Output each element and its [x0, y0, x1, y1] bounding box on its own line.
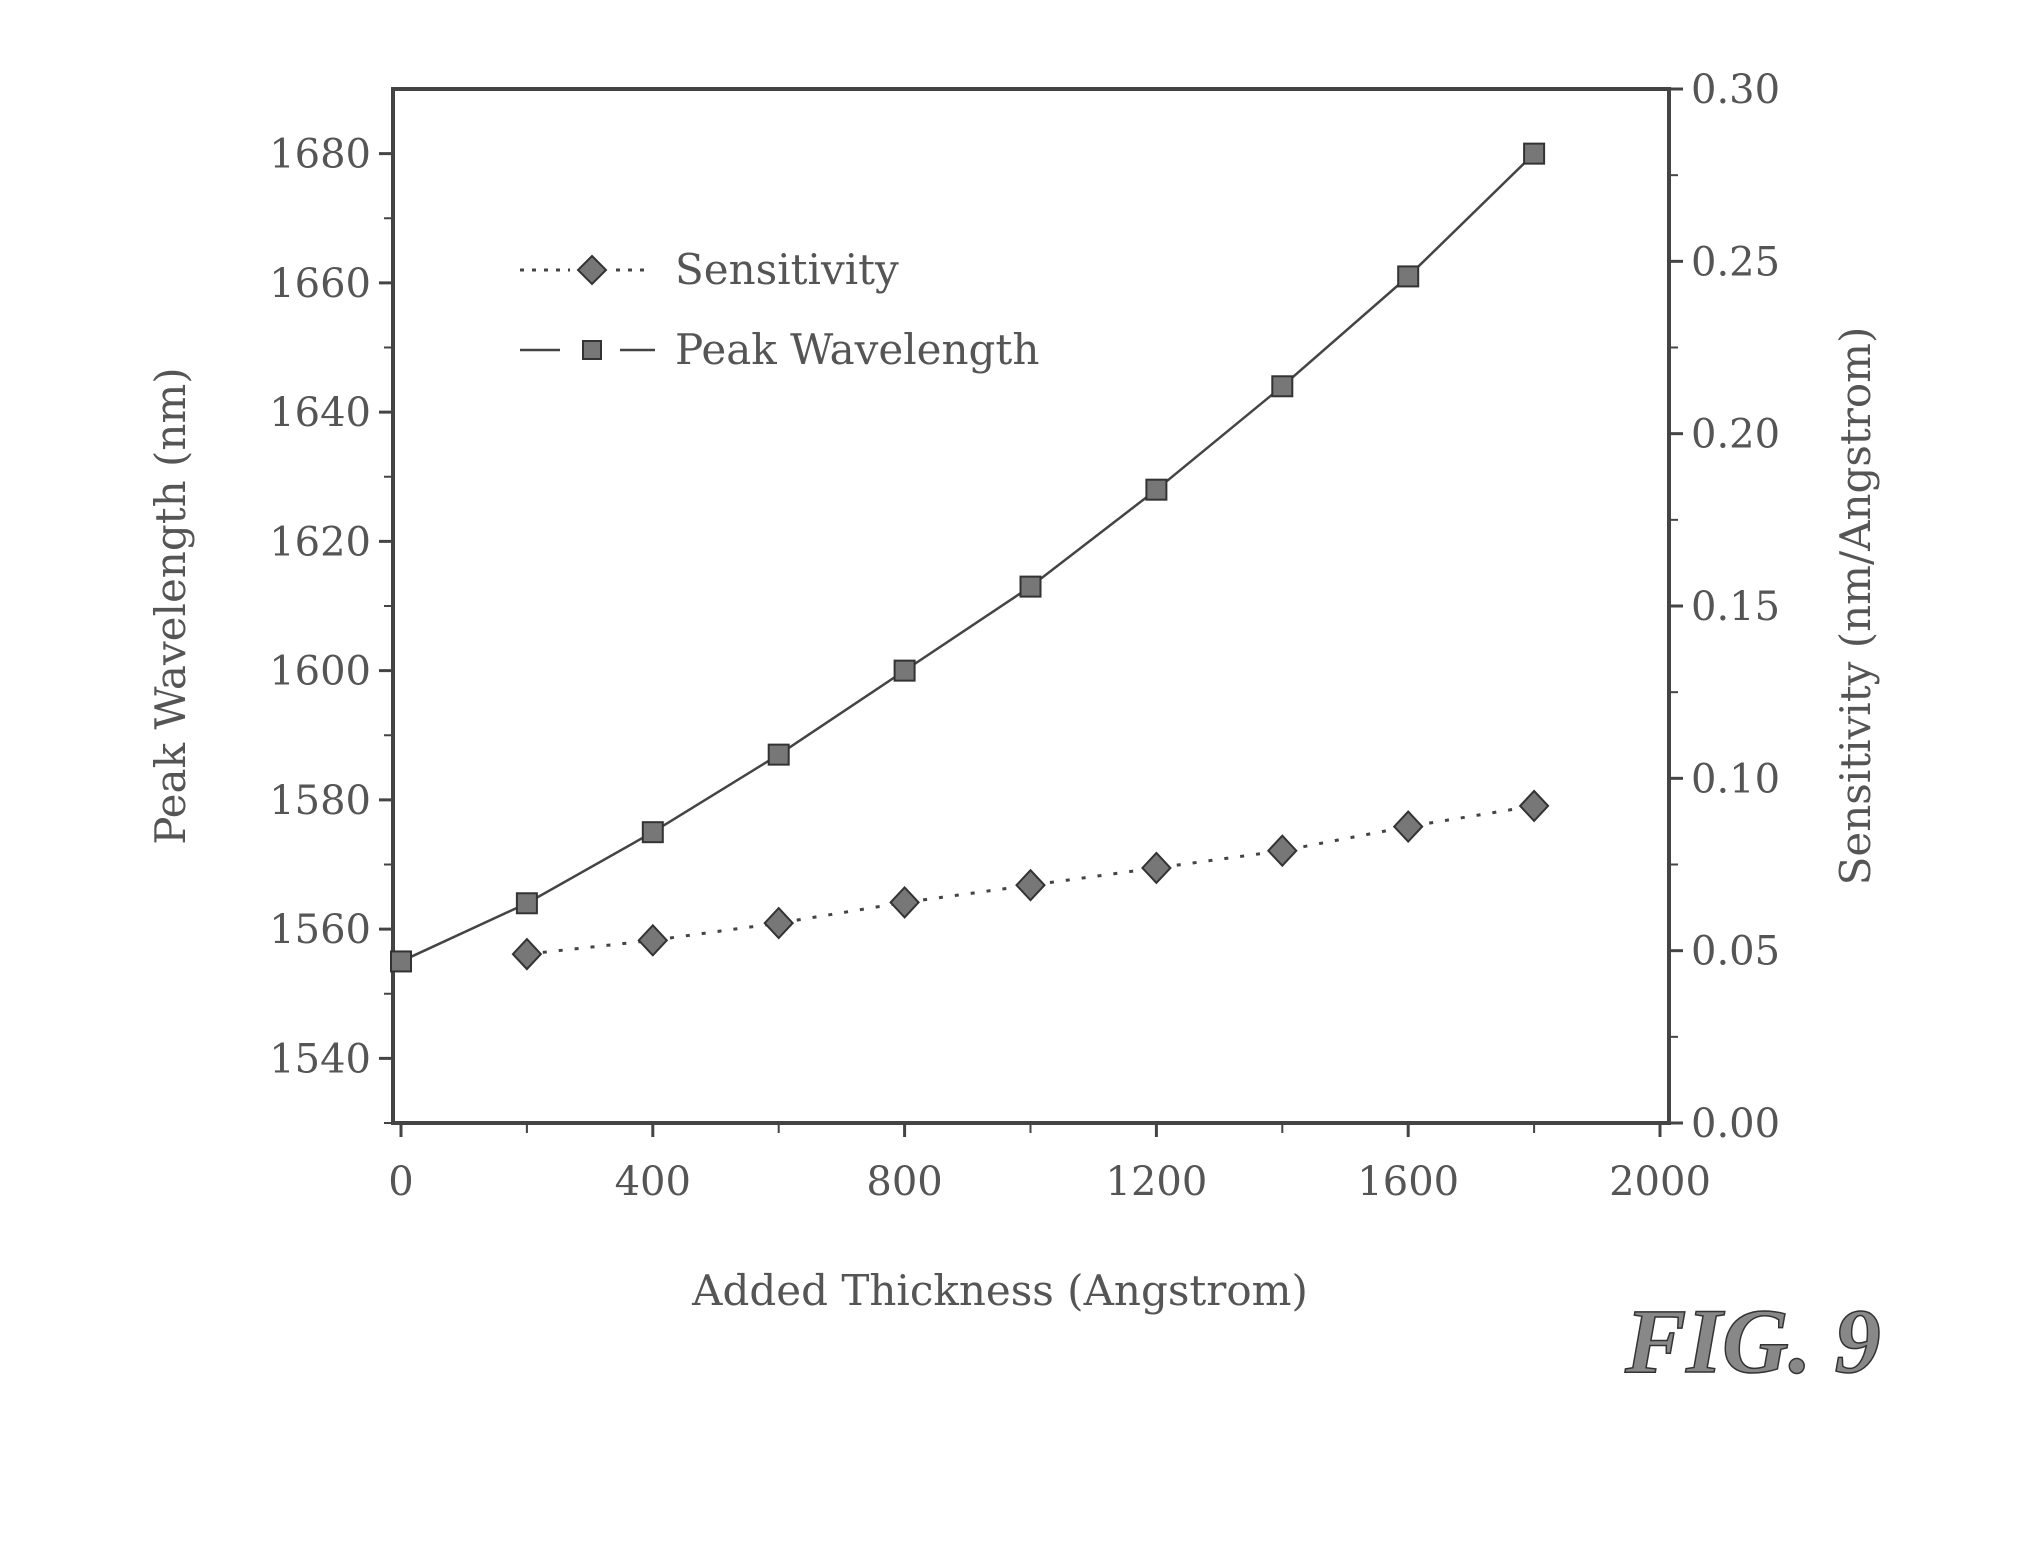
x-tick-label: 0: [388, 1159, 413, 1205]
x-tick-label: 400: [615, 1159, 691, 1205]
legend-label-peak-wavelength: Peak Wavelength: [675, 325, 1039, 374]
peak-wavelength-point: [893, 659, 916, 682]
x-tick-label: 1600: [1357, 1159, 1459, 1205]
y-tick-label: 1560: [269, 907, 371, 953]
y-tick-label: 1620: [269, 519, 371, 565]
x-tick-label: 1200: [1106, 1159, 1208, 1205]
x-tick-label: 2000: [1609, 1159, 1711, 1205]
x-axis-label: Added Thickness (Angstrom): [691, 1266, 1308, 1315]
peak-wavelength-point: [515, 892, 538, 915]
sensitivity-point: [511, 937, 543, 971]
sensitivity-point: [1266, 834, 1298, 868]
y-tick-label: 1640: [269, 390, 371, 436]
legend: Sensitivity Peak Wavelength: [520, 245, 1039, 374]
y2-tick-label: 0.20: [1691, 412, 1780, 458]
y-tick-label: 1680: [269, 132, 371, 178]
y-tick-label: 1660: [269, 261, 371, 307]
sensitivity-point: [637, 923, 669, 957]
y-tick-label: 1540: [269, 1036, 371, 1082]
legend-label-sensitivity: Sensitivity: [675, 245, 899, 294]
y2-axis-label: Sensitivity (nm/Angstrom): [1831, 327, 1880, 886]
x-tick-label: 800: [866, 1159, 942, 1205]
peak-wavelength-point: [641, 821, 664, 844]
y2-tick-label: 0.05: [1691, 929, 1780, 975]
peak-wavelength-line: [400, 152, 1535, 963]
y-tick-label: 1580: [269, 778, 371, 824]
y2-tick-label: 0.15: [1691, 584, 1780, 630]
y-axis-label: Peak Wavelength (nm): [146, 367, 195, 844]
y2-tick-label: 0.30: [1691, 67, 1780, 113]
sensitivity-point: [1392, 810, 1424, 844]
peak-wavelength-point: [1271, 375, 1294, 398]
plot-frame: [391, 87, 1671, 1125]
y2-tick-label: 0.10: [1691, 756, 1780, 802]
peak-wavelength-point: [1019, 575, 1042, 598]
sensitivity-point: [889, 885, 920, 919]
sensitivity-point: [1141, 851, 1172, 885]
figure-label: FIG. 9: [1624, 1290, 1881, 1392]
sensitivity-point: [1518, 789, 1550, 823]
sensitivity-point: [1015, 868, 1046, 902]
peak-wavelength-point: [1397, 265, 1420, 288]
peak-wavelength-point: [1145, 478, 1168, 501]
peak-wavelength-point: [1523, 142, 1546, 165]
y2-tick-label: 0.25: [1691, 239, 1780, 285]
peak-wavelength-point: [390, 950, 412, 973]
sensitivity-point: [763, 906, 795, 940]
legend-diamond-marker: [576, 254, 608, 286]
legend-square-marker: [582, 340, 602, 360]
y2-tick-label: 0.00: [1691, 1101, 1780, 1147]
y-tick-label: 1600: [269, 649, 371, 695]
peak-wavelength-point: [767, 743, 790, 766]
